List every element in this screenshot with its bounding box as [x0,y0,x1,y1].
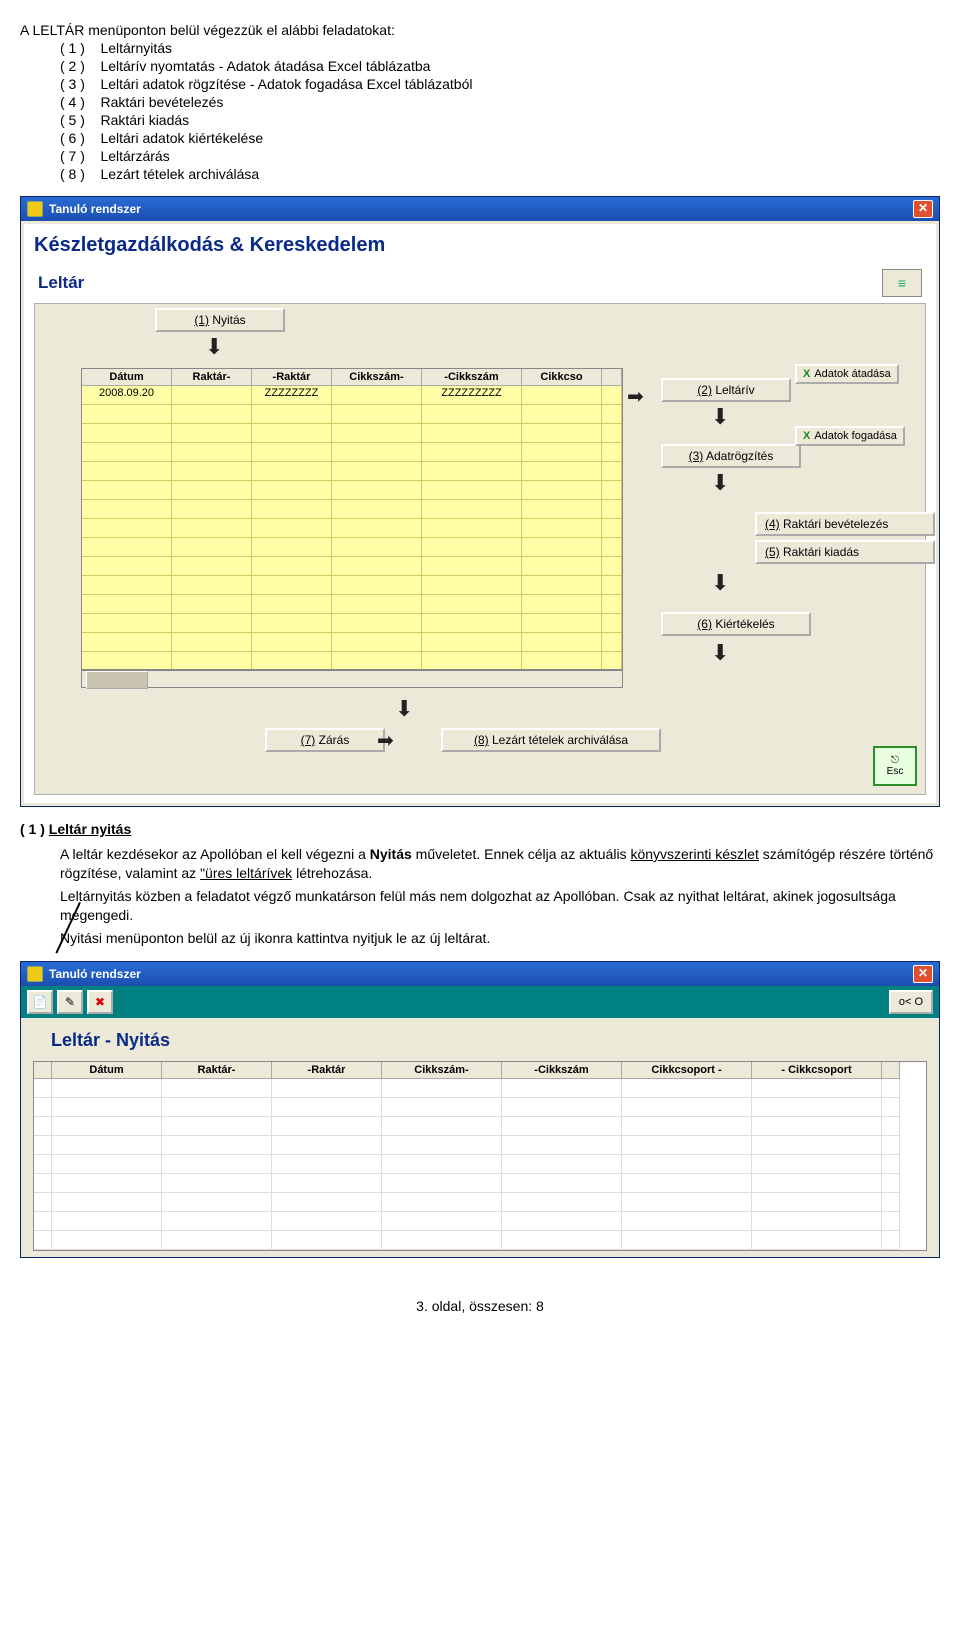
col-raktar-from: Raktár- [162,1062,272,1079]
col-cikkszam-from: Cikkszám- [382,1062,502,1079]
adatok-atadasa-button[interactable]: XAdatok átadása [795,364,899,384]
intro-item-1: ( 1 ) Leltárnyitás [60,40,940,56]
kiertekeles-button[interactable]: (6) Kiértékelés [661,612,811,636]
intro-item-8: ( 8 ) Lezárt tételek archiválása [60,166,940,182]
app-icon [27,966,43,982]
table-row [34,1136,926,1155]
window-title: Tanuló rendszer [49,202,141,216]
table-row [82,462,622,481]
section-paragraph-1: A leltár kezdésekor az Apollóban el kell… [60,845,940,883]
arrow-right-icon: ➡ [627,384,644,409]
panel-title: Leltár - Nyitás [27,1024,933,1061]
table-row [82,614,622,633]
table-row [34,1079,926,1098]
table-row [34,1193,926,1212]
col-scroll [602,369,622,386]
nyitas-window: Tanuló rendszer ✕ 📄 ✎ ✖ o< O Leltár - Ny… [20,961,940,1258]
esc-button[interactable]: ⎋ Esc [873,746,917,786]
table-row [82,443,622,462]
section-paragraph-2: Leltárnyitás közben a feladatot végző mu… [60,887,940,925]
intro-item-7: ( 7 ) Leltárzárás [60,148,940,164]
table-row [34,1212,926,1231]
section-paragraph-3: Nyitási menüponton belül az új ikonra ka… [60,929,940,948]
intro-item-5: ( 5 ) Raktári kiadás [60,112,940,128]
raktari-bevetelezes-button[interactable]: (4) Raktári bevételezés [755,512,935,536]
arrow-down-icon: ⬇ [395,696,413,722]
table-row [34,1231,926,1250]
edit-button[interactable]: ✎ [57,990,83,1014]
leltar-grid[interactable]: Dátum Raktár- -Raktár Cikkszám- -Cikkszá… [81,368,623,670]
col-cikkcsoport-to: - Cikkcsoport [752,1062,882,1079]
exit-icon: ⎋ [891,755,899,766]
nyitas-grid[interactable]: Dátum Raktár- -Raktár Cikkszám- -Cikkszá… [33,1061,927,1251]
col-raktar-to: -Raktár [252,369,332,386]
adatok-fogadasa-button[interactable]: XAdatok fogadása [795,426,905,446]
excel-icon: X [803,430,810,442]
close-icon[interactable]: ✕ [913,200,933,218]
delete-button[interactable]: ✖ [87,990,113,1014]
table-row [82,424,622,443]
module-icon: ≡ [882,269,922,297]
table-row [82,652,622,670]
hscrollbar[interactable] [81,670,623,688]
arrow-right-icon: ➡ [377,728,394,753]
col-raktar-to: -Raktár [272,1062,382,1079]
table-row [82,519,622,538]
col-cikkszam-to: -Cikkszám [502,1062,622,1079]
module-title: Készletgazdálkodás & Kereskedelem [34,234,926,257]
arrow-down-icon: ⬇ [711,404,729,430]
intro-item-4: ( 4 ) Raktári bevételezés [60,94,940,110]
col-cikkszam-from: Cikkszám- [332,369,422,386]
nyitas-button[interactable]: (1) Nyitás [155,308,285,332]
intro-lead: A LELTÁR menüponton belül végezzük el al… [20,22,940,38]
table-row [82,633,622,652]
titlebar: Tanuló rendszer ✕ [21,197,939,221]
arrow-down-icon: ⬇ [711,640,729,666]
table-row [82,576,622,595]
arrow-down-icon: ⬇ [711,470,729,496]
intro-item-2: ( 2 ) Leltárív nyomtatás - Adatok átadás… [60,58,940,74]
table-row [82,405,622,424]
module-subtitle: Leltár [38,273,84,293]
table-row[interactable]: 2008.09.20 ZZZZZZZZ ZZZZZZZZZ [82,386,622,405]
adatrogzites-button[interactable]: (3) Adatrögzítés [661,444,801,468]
raktari-kiadas-button[interactable]: (5) Raktári kiadás [755,540,935,564]
col-datum: Dátum [52,1062,162,1079]
table-row [34,1174,926,1193]
col-datum: Dátum [82,369,172,386]
app-icon [27,201,43,217]
excel-icon: X [803,368,810,380]
table-row [82,538,622,557]
leltar-panel: (1) Nyitás ⬇ Dátum Raktár- -Raktár Cikks… [34,303,926,795]
leltariv-button[interactable]: (2) Leltárív [661,378,791,402]
new-button[interactable]: 📄 [27,990,53,1014]
intro-item-6: ( 6 ) Leltári adatok kiértékelése [60,130,940,146]
col-cikkcsoport-from: Cikkcsoport - [622,1062,752,1079]
col-raktar-from: Raktár- [172,369,252,386]
intro-item-3: ( 3 ) Leltári adatok rögzítése - Adatok … [60,76,940,92]
table-row [82,481,622,500]
table-row [34,1098,926,1117]
leltar-window: Tanuló rendszer ✕ Készletgazdálkodás & K… [20,196,940,807]
arrow-down-icon: ⬇ [205,334,223,360]
table-row [82,557,622,576]
nav-button[interactable]: o< O [889,990,933,1014]
table-row [82,595,622,614]
col-cikkcso: Cikkcso [522,369,602,386]
page-footer: 3. oldal, összesen: 8 [20,1298,940,1314]
arrow-down-icon: ⬇ [711,570,729,596]
archivalas-button[interactable]: (8) Lezárt tételek archiválása [441,728,661,752]
col-cikkszam-to: -Cikkszám [422,369,522,386]
section-title: ( 1 ) Leltár nyitás [20,821,940,837]
close-icon[interactable]: ✕ [913,965,933,983]
zaras-button[interactable]: (7) Zárás [265,728,385,752]
table-row [82,500,622,519]
table-row [34,1117,926,1136]
table-row [34,1155,926,1174]
